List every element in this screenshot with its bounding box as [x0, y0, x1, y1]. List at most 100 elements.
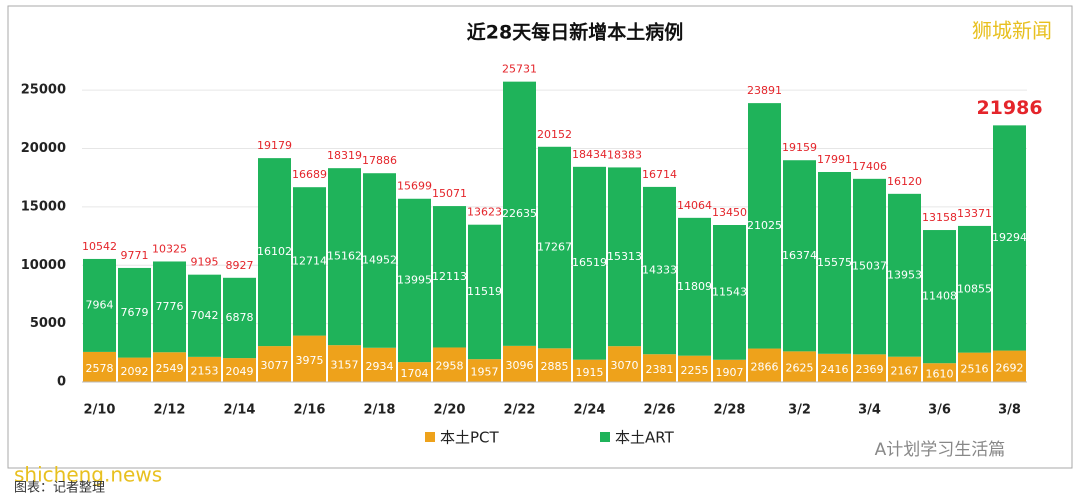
segment-label: 2934 [366, 360, 394, 373]
bar-segment [643, 354, 676, 382]
bar-segment [188, 274, 221, 357]
bar-segment [643, 186, 676, 355]
total-label: 14064 [677, 199, 712, 212]
segment-label: 11543 [712, 285, 747, 298]
bar-segment [678, 355, 711, 382]
bar-segment [433, 347, 466, 382]
chart-title: 近28天每日新增本土病例 [467, 21, 683, 44]
x-tick-label: 3/2 [788, 403, 811, 418]
total-label: 13371 [957, 207, 992, 220]
bar-segment [713, 359, 746, 382]
bar-segment [958, 225, 991, 353]
total-label: 18383 [607, 148, 642, 161]
segment-label: 2692 [996, 361, 1024, 374]
segment-label: 7679 [121, 306, 149, 319]
bar-segment [783, 160, 816, 352]
segment-label: 3077 [261, 359, 289, 372]
total-label: 16714 [642, 168, 677, 181]
total-label: 17406 [852, 160, 887, 173]
total-label: 23891 [747, 84, 782, 97]
segment-label: 15313 [607, 250, 642, 263]
bar-segment [853, 354, 886, 382]
x-tick-label: 3/8 [998, 403, 1021, 418]
bar-segment [258, 158, 291, 347]
bar-segment [118, 357, 151, 382]
segment-label: 15037 [852, 260, 887, 273]
segment-label: 1907 [716, 366, 744, 379]
bar-segment [83, 351, 116, 382]
segment-label: 11408 [922, 290, 957, 303]
watermark: 狮城新闻 [972, 19, 1052, 43]
y-tick-label: 10000 [21, 258, 66, 273]
bar-segment [853, 178, 886, 355]
total-label: 18434 [572, 148, 607, 161]
legend-label: 本土ART [615, 429, 675, 447]
source: 图表：记者整理 [14, 481, 105, 496]
bar-segment [538, 348, 571, 382]
total-label: 16689 [292, 168, 327, 181]
total-label: 18319 [327, 149, 362, 162]
bar-segment [153, 261, 186, 353]
bar-segment [293, 187, 326, 336]
total-label: 19159 [782, 141, 817, 154]
legend-swatch [600, 432, 610, 442]
x-tick-label: 2/26 [644, 403, 676, 418]
segment-label: 7042 [191, 309, 219, 322]
segment-label: 15162 [327, 250, 362, 263]
total-label: 17886 [362, 154, 397, 167]
total-label: 10325 [152, 242, 187, 255]
bar-segment [468, 359, 501, 382]
bar-segment [993, 350, 1026, 382]
segment-label: 1957 [471, 366, 499, 379]
x-tick-label: 2/14 [224, 403, 256, 418]
segment-label: 16519 [572, 256, 607, 269]
total-label: 20152 [537, 128, 572, 141]
bar-segment [748, 348, 781, 382]
segment-label: 2885 [541, 360, 569, 373]
bar-segment [783, 351, 816, 382]
segment-label: 19294 [992, 231, 1027, 244]
x-tick-label: 2/10 [84, 403, 116, 418]
x-tick-label: 2/22 [504, 403, 536, 418]
x-tick-label: 2/18 [364, 403, 396, 418]
segment-label: 2958 [436, 360, 464, 373]
account: A计划学习生活篇 [875, 440, 1006, 460]
bar-segment [608, 167, 641, 347]
bar-segment [363, 173, 396, 348]
frame [7, 5, 1073, 469]
bar-segment [468, 224, 501, 360]
bar-segment [223, 358, 256, 382]
total-label: 10542 [82, 240, 117, 253]
y-tick-label: 0 [57, 375, 66, 390]
segment-label: 2255 [681, 364, 709, 377]
total-label: 13623 [467, 206, 502, 219]
total-label: 9195 [191, 256, 219, 269]
segment-label: 1915 [576, 366, 604, 379]
segment-label: 2578 [86, 362, 114, 375]
segment-label: 12113 [432, 270, 467, 283]
bar-segment [118, 267, 151, 358]
x-tick-label: 3/6 [928, 403, 951, 418]
total-label: 13450 [712, 206, 747, 219]
bar-segment [433, 206, 466, 348]
bar-segment [713, 225, 746, 360]
bar-segment [328, 345, 361, 382]
x-tick-label: 2/28 [714, 403, 746, 418]
bar-segment [188, 356, 221, 382]
x-tick-label: 2/16 [294, 403, 326, 418]
segment-label: 15575 [817, 256, 852, 269]
segment-label: 2381 [646, 363, 674, 376]
bar-segment [363, 347, 396, 382]
segment-label: 13995 [397, 273, 432, 286]
segment-label: 2549 [156, 362, 184, 375]
bar-segment [993, 125, 1026, 351]
segment-label: 16102 [257, 245, 292, 258]
bar-segment [398, 362, 431, 382]
total-label: 16120 [887, 175, 922, 188]
segment-label: 14333 [642, 264, 677, 277]
bar-segment [538, 146, 571, 349]
x-tick-label: 3/4 [858, 403, 881, 418]
bar-segment [678, 217, 711, 356]
segment-label: 2416 [821, 363, 849, 376]
segment-label: 3070 [611, 359, 639, 372]
